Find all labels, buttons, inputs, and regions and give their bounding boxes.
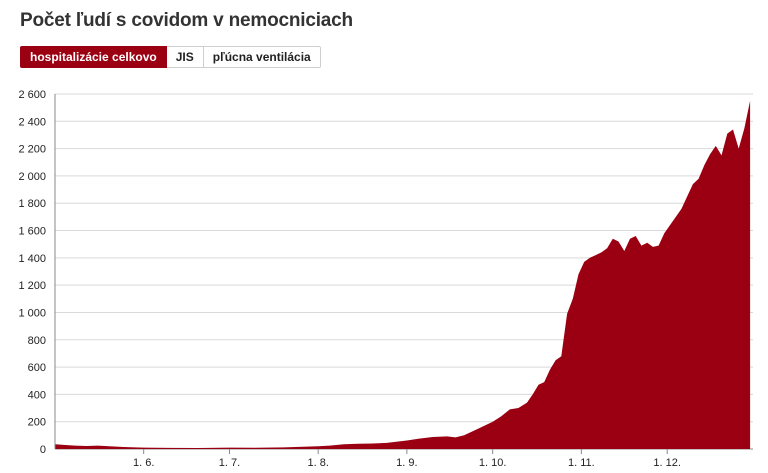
y-tick-label: 400: [28, 389, 46, 401]
y-tick-label: 0: [40, 444, 46, 456]
y-tick-label: 2 600: [18, 89, 46, 101]
x-tick-label: 1. 10.: [479, 457, 507, 469]
y-tick-label: 1 000: [18, 307, 46, 319]
x-tick-label: 1. 8.: [307, 457, 328, 469]
y-tick-label: 800: [28, 335, 46, 347]
tab-icu[interactable]: JIS: [166, 46, 204, 68]
y-tick-label: 1 200: [18, 280, 46, 292]
page-title: Počet ľudí s covidom v nemocniciach: [20, 10, 353, 31]
y-tick-label: 200: [28, 417, 46, 429]
metric-tabs: hospitalizácie celkovo JIS pľúcna ventil…: [20, 46, 321, 68]
x-tick-label: 1. 9.: [396, 457, 417, 469]
tab-ventilation[interactable]: pľúcna ventilácia: [203, 46, 321, 68]
y-tick-label: 2 200: [18, 144, 46, 156]
x-tick-label: 1. 12.: [653, 457, 681, 469]
area-series-0: [55, 100, 751, 450]
y-tick-label: 1 400: [18, 253, 46, 265]
y-tick-label: 2 400: [18, 116, 46, 128]
x-tick-label: 1. 11.: [568, 457, 595, 469]
x-tick-label: 1. 7.: [219, 457, 240, 469]
y-tick-label: 2 000: [18, 171, 46, 183]
y-tick-label: 1 600: [18, 226, 46, 238]
y-tick-label: 600: [28, 362, 46, 374]
tab-hospitalizations-total[interactable]: hospitalizácie celkovo: [20, 46, 167, 68]
area-series: [55, 100, 751, 450]
y-tick-label: 1 800: [18, 198, 46, 210]
x-tick-label: 1. 6.: [133, 457, 154, 469]
axes: 0 200 400 600 800 1 000 1 200 1 400 1 600 1 800 2 …: [18, 89, 680, 469]
